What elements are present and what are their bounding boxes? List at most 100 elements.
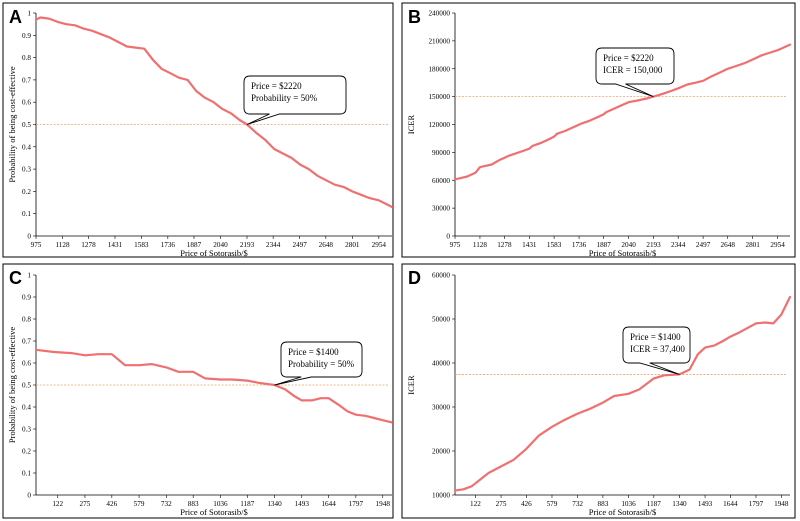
- x-tick-label: 883: [188, 500, 199, 508]
- x-tick-label: 2497: [696, 241, 711, 249]
- x-tick-label: 1736: [572, 241, 587, 249]
- series-line: [34, 348, 394, 424]
- y-tick-label: 0.7: [22, 76, 31, 84]
- x-tick-label: 275: [80, 500, 91, 508]
- x-tick-label: 1644: [321, 500, 336, 508]
- x-tick-label: 1278: [81, 241, 96, 249]
- x-tick-label: 1187: [240, 500, 255, 508]
- x-axis-label: Price of Sotorasib/$: [180, 248, 248, 258]
- x-tick-label: 2344: [671, 241, 686, 249]
- y-axis-label: ICER: [406, 114, 416, 134]
- annotation-callout: [595, 47, 675, 98]
- annotation-callout: [274, 341, 363, 386]
- x-tick-label: 1948: [376, 500, 391, 508]
- y-tick-label: 0.5: [22, 121, 31, 129]
- y-axis-label: Probability of being cost-effective: [7, 66, 17, 182]
- x-tick-label: 579: [134, 500, 145, 508]
- x-tick-label: 579: [547, 500, 558, 508]
- x-tick-label: 1128: [55, 241, 70, 249]
- y-tick-label: 1: [27, 272, 31, 280]
- panel-letter: A: [9, 7, 22, 27]
- x-tick-label: 2497: [292, 241, 307, 249]
- x-tick-label: 1797: [349, 500, 364, 508]
- x-tick-label: 2954: [372, 241, 387, 249]
- x-axis-label: Price of Sotorasib/$: [589, 248, 657, 258]
- y-axis-label: Probability of being cost-effective: [7, 327, 17, 443]
- y-tick-label: 0.8: [22, 54, 31, 62]
- x-axis-label: Price of Sotorasib/$: [589, 507, 657, 517]
- annotation-text: ICER = 150,000: [603, 65, 663, 75]
- y-tick-label: 60000: [432, 272, 450, 280]
- x-tick-label: 275: [496, 500, 507, 508]
- x-tick-label: 2801: [345, 241, 360, 249]
- y-tick-label: 0.6: [22, 360, 31, 368]
- x-tick-label: 1887: [596, 241, 611, 249]
- y-tick-label: 0.1: [22, 210, 31, 218]
- x-tick-label: 1583: [547, 241, 562, 249]
- panel-b: B 0 30000 60000 90000 120000 150000 180000 21000…: [401, 2, 796, 258]
- x-tick-label: 426: [106, 500, 117, 508]
- panel-frame: [401, 263, 796, 519]
- panel-a: A 0 0.1 0.2 0.3 0.4 0.5 0.6 0.7 0.8 0.9 1 975 1128 127…: [2, 2, 394, 258]
- x-axis-label: Price of Sotorasib/$: [180, 507, 248, 517]
- x-tick-label: 1583: [134, 241, 149, 249]
- annotation-callout: [622, 326, 691, 375]
- x-tick-label: 122: [470, 500, 481, 508]
- x-tick-label: 1736: [161, 241, 176, 249]
- y-tick-label: 0.2: [22, 448, 31, 456]
- y-tick-label: 1: [27, 10, 31, 18]
- x-tick-label: 2040: [621, 241, 636, 249]
- x-tick-label: 1036: [213, 500, 228, 508]
- x-tick-label: 975: [31, 241, 42, 249]
- x-tick-label: 1128: [473, 241, 488, 249]
- y-tick-label: 0: [27, 492, 31, 500]
- series-line: [453, 295, 792, 492]
- y-tick-label: 10000: [432, 492, 450, 500]
- y-tick-label: 0.4: [22, 404, 31, 412]
- y-tick-label: 30000: [432, 404, 450, 412]
- annotation-text: Price = $1400: [630, 332, 681, 342]
- x-tick-label: 2648: [721, 241, 736, 249]
- x-tick-label: 1948: [774, 500, 789, 508]
- annotation-callout: [243, 75, 347, 125]
- y-tick-label: 210000: [428, 37, 450, 45]
- y-tick-label: 120000: [428, 121, 450, 129]
- x-tick-label: 1340: [672, 500, 687, 508]
- annotation-text: Price = $2220: [251, 81, 302, 91]
- y-tick-label: 20000: [432, 448, 450, 456]
- y-tick-label: 90000: [432, 149, 450, 157]
- x-tick-label: 1797: [749, 500, 764, 508]
- y-tick-label: 0.3: [22, 426, 31, 434]
- x-tick-label: 732: [161, 500, 172, 508]
- annotation-text: Price = $1400: [288, 347, 339, 357]
- x-tick-label: 2193: [646, 241, 661, 249]
- y-axis-label: ICER: [406, 375, 416, 395]
- panel-letter: C: [9, 268, 22, 288]
- series-line: [453, 43, 792, 181]
- annotation-text: Probability = 50%: [251, 93, 318, 103]
- y-tick-label: 0.3: [22, 166, 31, 174]
- panel-letter: D: [408, 268, 421, 288]
- x-tick-label: 975: [450, 241, 461, 249]
- x-tick-label: 122: [52, 500, 63, 508]
- x-tick-label: 2344: [266, 241, 281, 249]
- panel-frame: [2, 263, 394, 519]
- series-line: [34, 16, 394, 209]
- x-tick-label: 2193: [240, 241, 255, 249]
- x-tick-label: 426: [521, 500, 532, 508]
- y-tick-label: 60000: [432, 177, 450, 185]
- y-tick-label: 0.8: [22, 316, 31, 324]
- x-tick-label: 1644: [723, 500, 738, 508]
- x-tick-label: 2648: [319, 241, 334, 249]
- panel-c: C 0 0.1 0.2 0.3 0.4 0.5 0.6 0.7 0.8 0.9 1 122 275 426 5…: [2, 263, 394, 519]
- y-tick-label: 30000: [432, 205, 450, 213]
- x-tick-label: 1431: [108, 241, 123, 249]
- y-tick-label: 0: [446, 233, 450, 241]
- y-tick-label: 0.2: [22, 188, 31, 196]
- x-tick-label: 732: [572, 500, 583, 508]
- y-tick-label: 40000: [432, 360, 450, 368]
- panel-frame: [2, 2, 394, 258]
- x-tick-label: 1493: [698, 500, 713, 508]
- x-tick-label: 1887: [187, 241, 202, 249]
- x-tick-label: 1431: [522, 241, 537, 249]
